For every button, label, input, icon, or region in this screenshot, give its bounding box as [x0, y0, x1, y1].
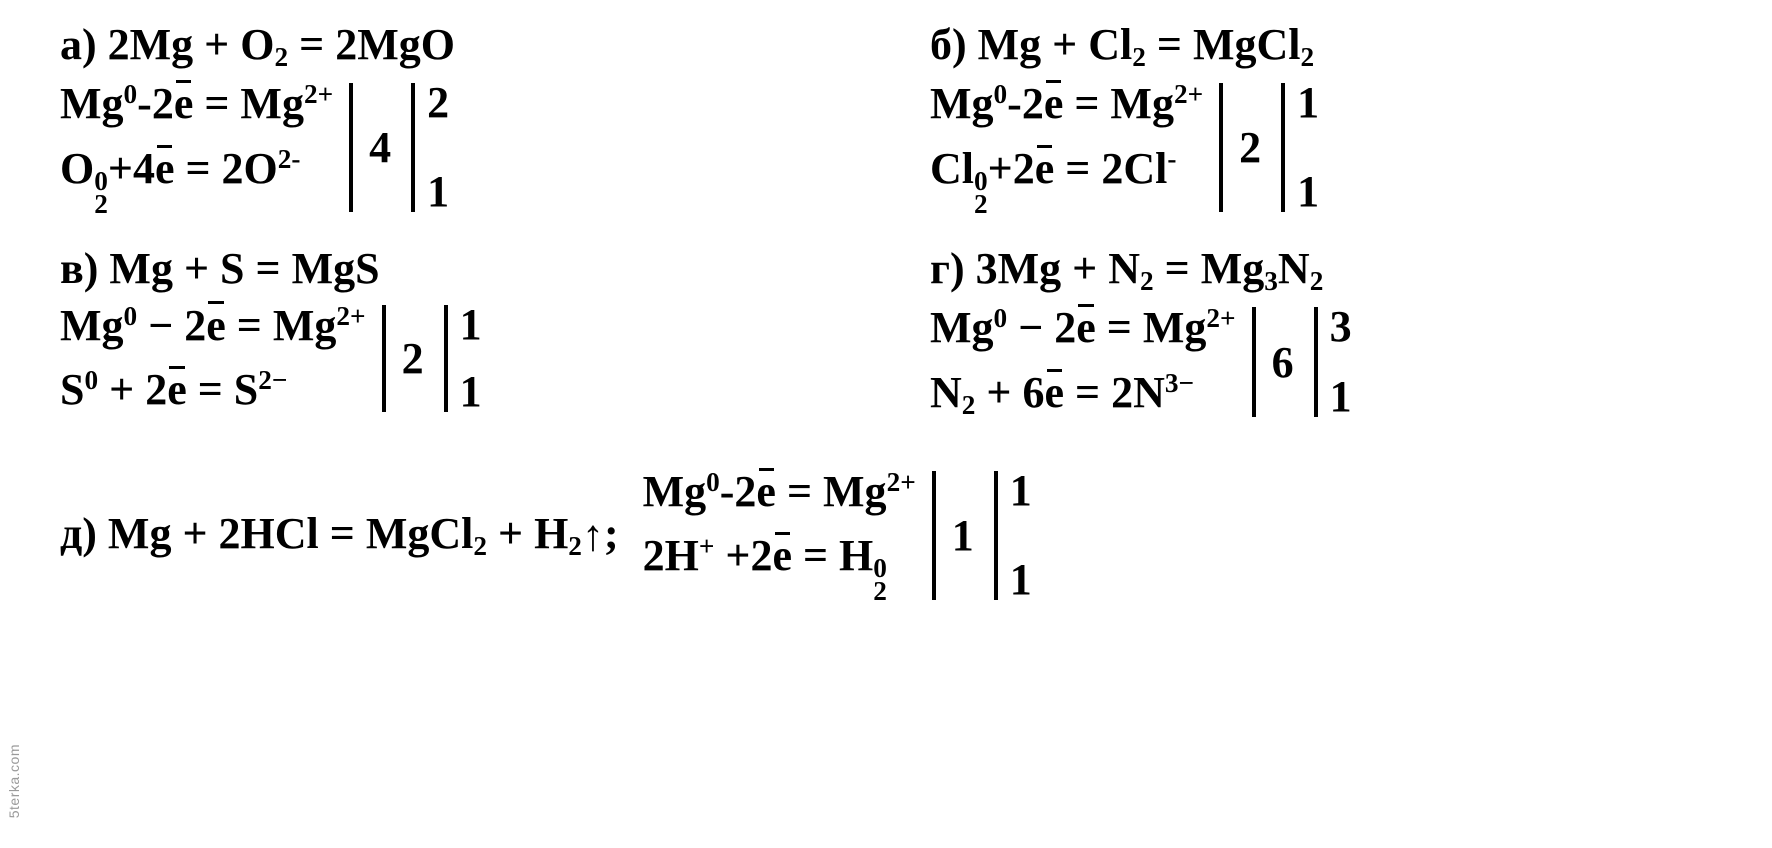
vbar-b-1 [1219, 83, 1223, 212]
lcm-b: 2 [1235, 122, 1265, 173]
half-reactions-b: Mg0-2e = Mg2+ Cl02+2e = 2Cl- [930, 79, 1203, 216]
half2-d: 2H+ +2e = H02 [643, 531, 916, 603]
coef2-v: 1 [460, 370, 482, 414]
coeffs-a: 2 1 [427, 79, 449, 216]
problem-g: г) 3Mg + N2 = Mg3N2 Mg0 − 2e = Mg2+ N2 +… [930, 244, 1730, 421]
equation-v-body: Mg + S = MgS [109, 244, 379, 293]
coeffs-b: 1 1 [1297, 79, 1319, 216]
half-reactions-d: Mg0-2e = Mg2+ 2H+ +2e = H02 [643, 467, 916, 604]
vbar-d-1 [932, 471, 936, 600]
coef2-b: 1 [1297, 170, 1319, 214]
half1-g: Mg0 − 2e = Mg2+ [930, 303, 1236, 354]
label-d: д) [60, 509, 97, 558]
half1-v: Mg0 − 2e = Mg2+ [60, 301, 366, 352]
watermark: 5terka.com [6, 744, 22, 818]
coeffs-v: 1 1 [460, 301, 482, 416]
label-v: в) [60, 244, 98, 293]
vbar-v-2 [444, 305, 448, 412]
vbar-a-1 [349, 83, 353, 212]
equation-d: д) Mg + 2HCl = MgCl2 + H2↑; [60, 509, 619, 562]
lcm-v: 2 [398, 333, 428, 384]
vbar-b-2 [1281, 83, 1285, 212]
half2-v: S0 + 2e = S2− [60, 365, 366, 416]
coef1-a: 2 [427, 81, 449, 125]
lcm-d: 1 [948, 510, 978, 561]
half-reactions-a: Mg0-2e = Mg2+ O02+4e = 2O2- [60, 79, 333, 216]
label-a: а) [60, 20, 97, 69]
vbar-g-2 [1314, 307, 1318, 417]
coef1-d: 1 [1010, 469, 1032, 513]
coef2-d: 1 [1010, 558, 1032, 602]
vbar-v-1 [382, 305, 386, 412]
coeffs-d: 1 1 [1010, 467, 1032, 604]
coef1-g: 3 [1330, 305, 1352, 349]
lcm-g: 6 [1268, 337, 1298, 388]
equation-g: г) 3Mg + N2 = Mg3N2 [930, 244, 1730, 297]
equation-v: в) Mg + S = MgS [60, 244, 930, 295]
vbar-d-2 [994, 471, 998, 600]
half2-b: Cl02+2e = 2Cl- [930, 144, 1203, 216]
vbar-a-2 [411, 83, 415, 212]
equation-a: а) 2Mg + O2 = 2MgO [60, 20, 930, 73]
balance-d: Mg0-2e = Mg2+ 2H+ +2e = H02 1 1 1 [643, 467, 1032, 604]
half1-d: Mg0-2e = Mg2+ [643, 467, 916, 518]
half1-a: Mg0-2e = Mg2+ [60, 79, 333, 130]
problem-a: а) 2Mg + O2 = 2MgO Mg0-2e = Mg2+ O02+4e … [60, 20, 930, 216]
coef2-a: 1 [427, 170, 449, 214]
balance-g: Mg0 − 2e = Mg2+ N2 + 6e = 2N3− 6 3 1 [930, 303, 1730, 421]
row-1: а) 2Mg + O2 = 2MgO Mg0-2e = Mg2+ O02+4e … [60, 20, 1732, 244]
balance-v: Mg0 − 2e = Mg2+ S0 + 2e = S2− 2 1 1 [60, 301, 930, 416]
vbar-g-1 [1252, 307, 1256, 417]
label-b: б) [930, 20, 967, 69]
half2-a: O02+4e = 2O2- [60, 144, 333, 216]
label-g: г) [930, 244, 965, 293]
page: а) 2Mg + O2 = 2MgO Mg0-2e = Mg2+ O02+4e … [0, 0, 1772, 848]
equation-g-body: 3Mg + N2 = Mg3N2 [976, 244, 1324, 293]
balance-a: Mg0-2e = Mg2+ O02+4e = 2O2- 4 2 1 [60, 79, 930, 216]
equation-b: б) Mg + Cl2 = MgCl2 [930, 20, 1730, 73]
equation-a-body: 2Mg + O2 = 2MgO [108, 20, 455, 69]
half1-b: Mg0-2e = Mg2+ [930, 79, 1203, 130]
half-reactions-g: Mg0 − 2e = Mg2+ N2 + 6e = 2N3− [930, 303, 1236, 421]
coeffs-g: 3 1 [1330, 303, 1352, 421]
balance-b: Mg0-2e = Mg2+ Cl02+2e = 2Cl- 2 1 1 [930, 79, 1730, 216]
half2-g: N2 + 6e = 2N3− [930, 368, 1236, 421]
problem-d: д) Mg + 2HCl = MgCl2 + H2↑; Mg0-2e = Mg2… [60, 467, 1732, 604]
coef2-g: 1 [1330, 375, 1352, 419]
equation-b-body: Mg + Cl2 = MgCl2 [978, 20, 1315, 69]
lcm-a: 4 [365, 122, 395, 173]
coef1-v: 1 [460, 303, 482, 347]
coef1-b: 1 [1297, 81, 1319, 125]
row-2: в) Mg + S = MgS Mg0 − 2e = Mg2+ S0 + 2e … [60, 244, 1732, 449]
half-reactions-v: Mg0 − 2e = Mg2+ S0 + 2e = S2− [60, 301, 366, 416]
problem-b: б) Mg + Cl2 = MgCl2 Mg0-2e = Mg2+ Cl02+2… [930, 20, 1730, 216]
equation-d-body: Mg + 2HCl = MgCl2 + H2↑; [108, 509, 619, 558]
problem-v: в) Mg + S = MgS Mg0 − 2e = Mg2+ S0 + 2e … [60, 244, 930, 416]
